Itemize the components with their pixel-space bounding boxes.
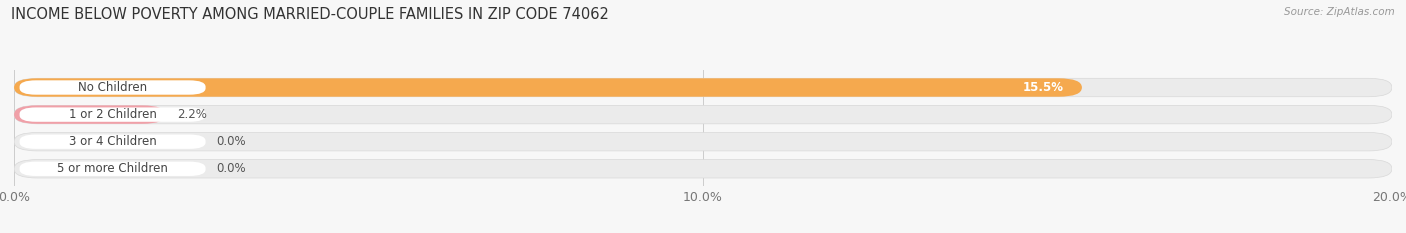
Text: 0.0%: 0.0% bbox=[217, 162, 246, 175]
Text: 2.2%: 2.2% bbox=[177, 108, 207, 121]
FancyBboxPatch shape bbox=[14, 160, 1392, 178]
FancyBboxPatch shape bbox=[14, 78, 1083, 97]
FancyBboxPatch shape bbox=[14, 78, 1392, 97]
FancyBboxPatch shape bbox=[20, 107, 205, 122]
FancyBboxPatch shape bbox=[1011, 81, 1077, 94]
Text: 5 or more Children: 5 or more Children bbox=[58, 162, 167, 175]
Text: No Children: No Children bbox=[77, 81, 148, 94]
FancyBboxPatch shape bbox=[20, 80, 205, 95]
FancyBboxPatch shape bbox=[14, 105, 1392, 124]
FancyBboxPatch shape bbox=[14, 105, 166, 124]
Text: 1 or 2 Children: 1 or 2 Children bbox=[69, 108, 156, 121]
FancyBboxPatch shape bbox=[14, 133, 1392, 151]
Text: Source: ZipAtlas.com: Source: ZipAtlas.com bbox=[1284, 7, 1395, 17]
Text: 15.5%: 15.5% bbox=[1022, 81, 1064, 94]
Text: INCOME BELOW POVERTY AMONG MARRIED-COUPLE FAMILIES IN ZIP CODE 74062: INCOME BELOW POVERTY AMONG MARRIED-COUPL… bbox=[11, 7, 609, 22]
Text: 0.0%: 0.0% bbox=[217, 135, 246, 148]
Text: 3 or 4 Children: 3 or 4 Children bbox=[69, 135, 156, 148]
FancyBboxPatch shape bbox=[20, 162, 205, 176]
FancyBboxPatch shape bbox=[20, 134, 205, 149]
